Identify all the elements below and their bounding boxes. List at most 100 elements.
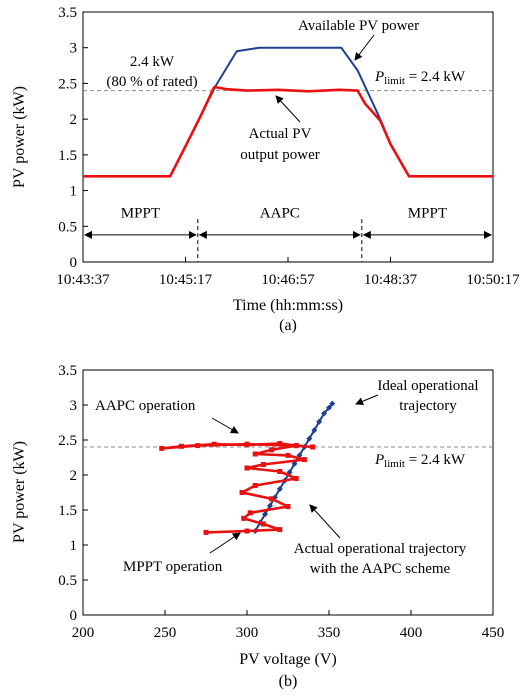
y-tick-label: 0.5 xyxy=(58,219,77,235)
data-point xyxy=(195,443,201,449)
chart-a-rated-label-1: 2.4 kW xyxy=(130,54,175,70)
y-tick-label: 2.5 xyxy=(58,76,77,92)
y-tick-label: 0.5 xyxy=(58,573,77,589)
y-tick-label: 2 xyxy=(70,468,78,484)
x-tick-label: 350 xyxy=(318,625,341,641)
data-point xyxy=(266,502,273,509)
y-tick-label: 1.5 xyxy=(58,503,77,519)
y-tick-label: 0 xyxy=(70,608,78,624)
chart-b-plimit-symbol: P xyxy=(374,452,384,468)
chart-b-x-axis: 200 250 300 350 400 450 xyxy=(72,610,505,641)
chart-a-rated-label-2: (80 % of rated) xyxy=(106,74,197,90)
data-point xyxy=(252,483,258,488)
y-tick-label: 2 xyxy=(70,112,78,128)
x-tick-label: 10:46:57 xyxy=(261,272,315,288)
chart-a-x-axis: 10:43:37 10:45:17 10:46:57 10:48:37 10:50:17 xyxy=(56,257,520,288)
series-line-red xyxy=(83,85,493,178)
chart-a-actual-arrow xyxy=(275,95,301,123)
data-point xyxy=(316,418,323,425)
data-point xyxy=(244,528,250,534)
data-point xyxy=(291,460,298,467)
chart-a-panel-label: (a) xyxy=(279,317,297,334)
chart-b-xlabel: PV voltage (V) xyxy=(239,651,336,668)
data-point xyxy=(311,427,318,434)
x-tick-label: 10:43:37 xyxy=(56,272,110,288)
chart-a-actual-label-2: output power xyxy=(240,147,320,163)
chart-a-mode-bands: MPPT AAPC MPPT xyxy=(84,206,492,262)
series-line-red xyxy=(160,442,313,534)
y-tick-label: 3 xyxy=(70,41,78,57)
y-tick-label: 1 xyxy=(70,184,78,200)
y-tick-label: 3 xyxy=(70,398,78,414)
data-point xyxy=(269,496,275,502)
y-tick-label: 1 xyxy=(70,538,78,554)
data-point xyxy=(306,435,313,442)
data-point xyxy=(277,527,283,533)
mode-label: MPPT xyxy=(121,206,160,222)
chart-a-ylabel: PV power (kW) xyxy=(11,86,28,188)
chart-a: 0 0.5 1 1.5 2 2.5 3 3.5 10:43:37 10:45:17 10:46:5… xyxy=(11,5,520,334)
chart-b-aapc-label: AAPC operation xyxy=(95,398,196,414)
chart-b-panel-label: (b) xyxy=(279,673,298,690)
chart-a-available-label: Available PV power xyxy=(298,18,419,34)
data-point xyxy=(159,445,165,451)
data-point xyxy=(241,515,247,521)
data-point xyxy=(262,511,269,518)
data-point xyxy=(244,441,250,447)
data-point xyxy=(211,441,217,447)
data-point xyxy=(252,451,258,457)
data-point xyxy=(178,443,184,449)
chart-a-actual-label-1: Actual PV xyxy=(249,126,312,142)
chart-b-plimit-value: = 2.4 kW xyxy=(405,452,466,468)
chart-b-frame xyxy=(82,369,494,616)
chart-b: 0 0.5 1 1.5 2 2.5 3 3.5 200 250 300 350 400 450 PV p… xyxy=(11,363,504,690)
data-point xyxy=(239,490,245,495)
chart-a-xlabel: Time (hh:mm:ss) xyxy=(233,297,343,314)
data-point xyxy=(293,443,299,449)
data-point xyxy=(310,444,316,450)
chart-b-ideal-arrow xyxy=(355,394,379,406)
data-point xyxy=(244,465,250,471)
chart-a-plimit-label: Plimit = 2.4 kW xyxy=(374,69,466,87)
data-point xyxy=(321,410,328,417)
data-point xyxy=(329,400,336,407)
x-tick-label: 10:48:37 xyxy=(364,272,418,288)
mode-label: MPPT xyxy=(408,206,447,222)
chart-a-y-axis: 0 0.5 1 1.5 2 2.5 3 3.5 xyxy=(58,5,88,271)
y-tick-label: 3.5 xyxy=(58,5,77,21)
chart-a-series xyxy=(83,46,493,178)
chart-a-plimit-symbol: P xyxy=(374,69,384,85)
data-point xyxy=(285,504,291,509)
chart-b-mppt-arrow xyxy=(209,532,241,554)
x-tick-label: 300 xyxy=(236,625,259,641)
chart-b-actual-label-1: Actual operational trajectory xyxy=(294,541,467,557)
chart-b-plimit-label: Plimit = 2.4 kW xyxy=(374,452,466,470)
chart-a-available-arrow xyxy=(354,34,375,61)
data-point xyxy=(276,486,283,492)
mode-label: AAPC xyxy=(260,206,300,222)
chart-b-actual-label-2: with the AAPC scheme xyxy=(310,561,451,577)
x-tick-label: 400 xyxy=(400,625,423,641)
chart-b-ideal-label-2: trajectory xyxy=(399,398,457,414)
data-point xyxy=(326,404,332,411)
chart-b-ideal-label-1: Ideal operational xyxy=(377,378,478,394)
data-point xyxy=(277,469,283,474)
data-point xyxy=(260,462,266,467)
x-tick-label: 250 xyxy=(154,625,177,641)
chart-b-plimit-subscript: limit xyxy=(384,458,405,470)
x-tick-label: 450 xyxy=(482,625,505,641)
data-point xyxy=(293,476,299,481)
chart-b-mppt-label: MPPT operation xyxy=(123,559,223,575)
y-tick-label: 1.5 xyxy=(58,148,77,164)
chart-b-ylabel: PV power (kW) xyxy=(11,441,28,543)
y-tick-label: 3.5 xyxy=(58,363,77,379)
chart-b-y-axis: 0 0.5 1 1.5 2 2.5 3 3.5 xyxy=(58,363,88,624)
chart-b-series xyxy=(159,400,336,535)
data-point xyxy=(269,447,275,453)
data-point xyxy=(285,452,291,458)
data-point xyxy=(247,510,253,516)
x-tick-label: 10:50:17 xyxy=(466,272,520,288)
chart-a-plimit-subscript: limit xyxy=(384,75,405,87)
data-point xyxy=(203,529,209,535)
